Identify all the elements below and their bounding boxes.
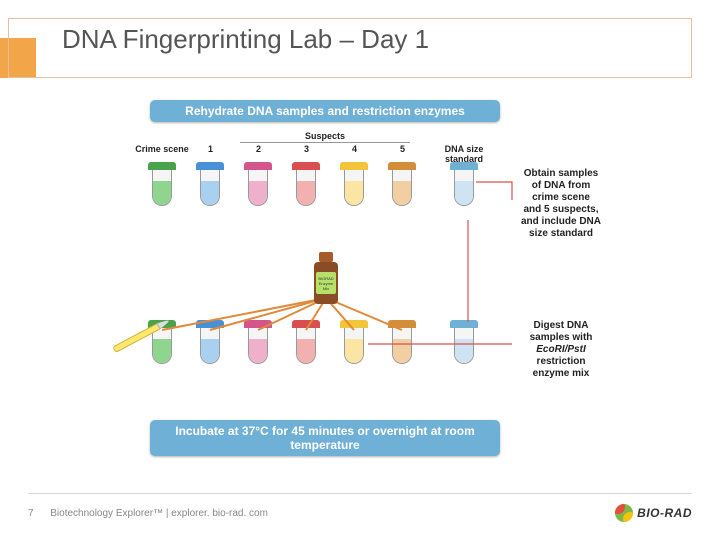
- tube: [452, 320, 476, 370]
- tube: [294, 162, 318, 212]
- brand-logo: BIO-RAD: [615, 504, 692, 522]
- column-label: 2: [236, 144, 281, 154]
- tube: [342, 320, 366, 370]
- callout-obtain-samples: Obtain samplesof DNA fromcrime sceneand …: [516, 168, 606, 240]
- tube: [198, 320, 222, 370]
- column-label: DNA size standard: [434, 144, 494, 164]
- logo-text: BIO-RAD: [637, 506, 692, 520]
- column-label: Crime scene: [132, 144, 192, 154]
- callout-digest-dna: Digest DNAsamples withEcoRI/PstIrestrict…: [516, 320, 606, 380]
- footer-url: explorer. bio-rad. com: [171, 508, 268, 519]
- column-label: 3: [284, 144, 329, 154]
- page-number: 7: [28, 508, 34, 519]
- diagram: Rehydrate DNA samples and restriction en…: [120, 100, 600, 440]
- tube: [390, 320, 414, 370]
- suspects-header: Suspects: [240, 130, 410, 143]
- footer-product: Biotechnology Explorer™: [50, 508, 163, 519]
- page-title: DNA Fingerprinting Lab – Day 1: [62, 24, 429, 55]
- column-label: 1: [188, 144, 233, 154]
- banner-top: Rehydrate DNA samples and restriction en…: [150, 100, 500, 122]
- tube: [294, 320, 318, 370]
- tube: [198, 162, 222, 212]
- column-label: 5: [380, 144, 425, 154]
- column-labels: Suspects Crime scene12345DNA size standa…: [150, 130, 500, 160]
- footer-sep: |: [163, 508, 171, 519]
- tube: [246, 320, 270, 370]
- column-label: 4: [332, 144, 377, 154]
- tube: [390, 162, 414, 212]
- tube: [342, 162, 366, 212]
- tube-row-1: [150, 162, 510, 222]
- enzyme-bottle: BIORAD Enzyme Mix: [312, 252, 340, 306]
- footer: 7 Biotechnology Explorer™ | explorer. bi…: [28, 502, 692, 524]
- logo-icon: [615, 504, 633, 522]
- tube: [452, 162, 476, 212]
- banner-bottom: Incubate at 37°C for 45 minutes or overn…: [150, 420, 500, 456]
- tube: [150, 162, 174, 212]
- bottle-label: BIORAD Enzyme Mix: [316, 272, 336, 294]
- footer-rule: [28, 493, 692, 494]
- footer-left: 7 Biotechnology Explorer™ | explorer. bi…: [28, 508, 268, 519]
- tube-row-2: [150, 320, 510, 380]
- tube: [246, 162, 270, 212]
